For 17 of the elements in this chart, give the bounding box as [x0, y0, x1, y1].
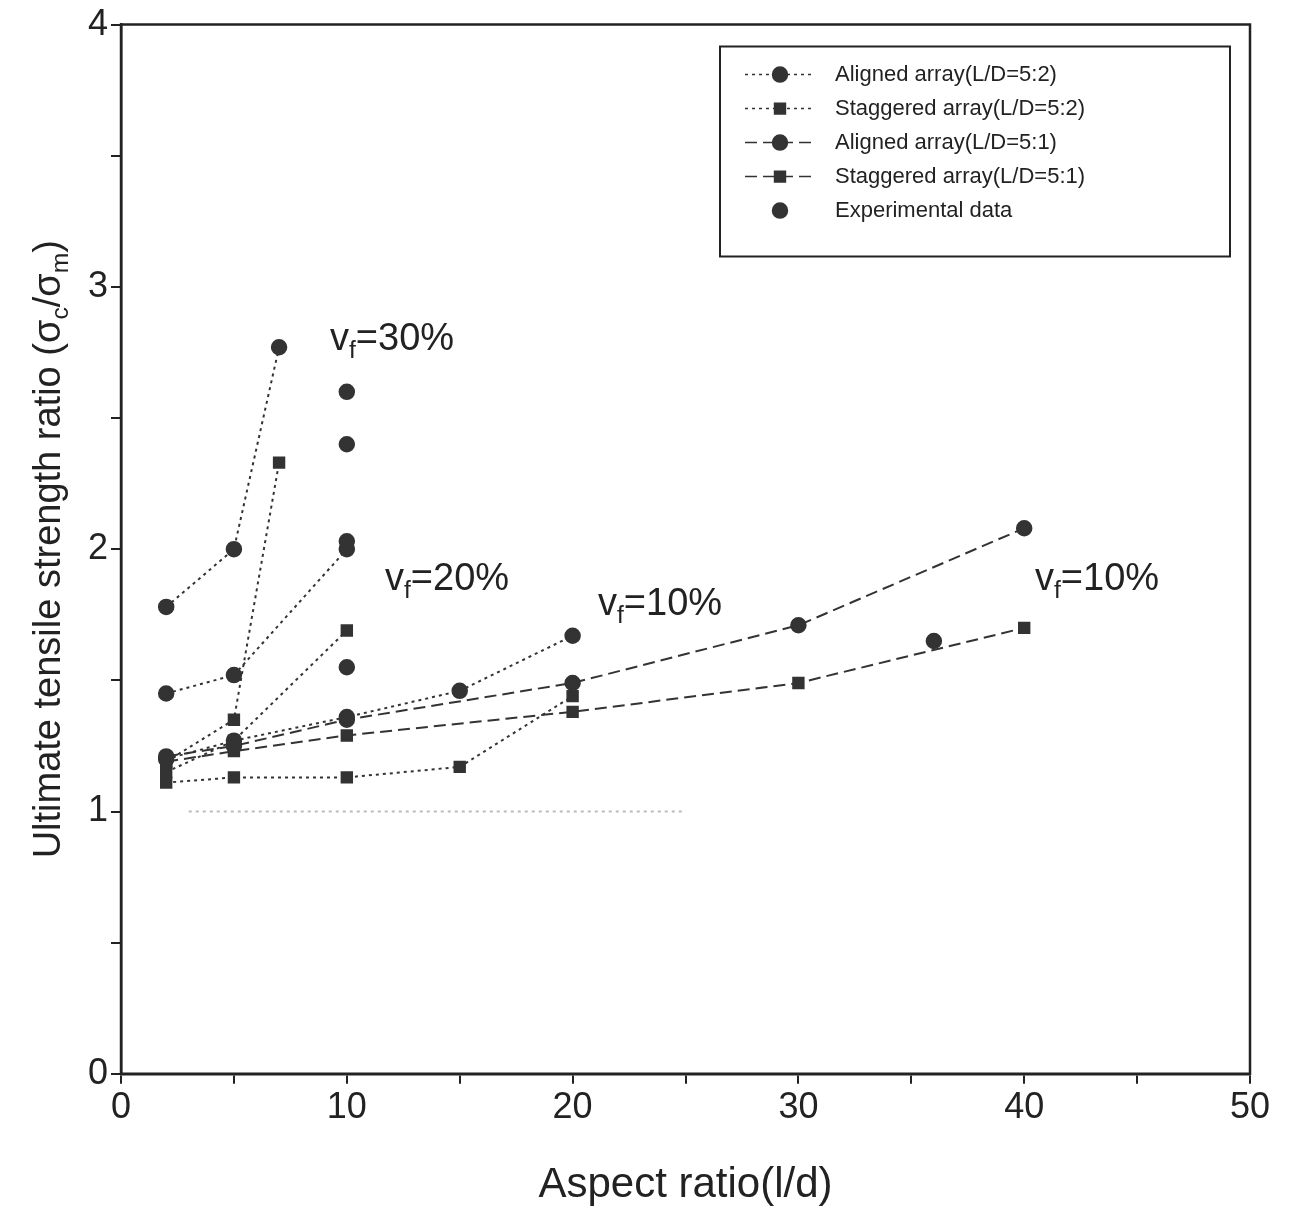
- y-tick-label: 1: [87, 788, 109, 830]
- legend-label: Aligned array(L/D=5:1): [835, 128, 1057, 154]
- legend-label: Experimental data: [835, 196, 1014, 222]
- legend-label: Staggered array(L/D=5:1): [835, 162, 1086, 188]
- y-axis-title: Ultimate tensile strength ratio (σc/σm): [26, 240, 74, 859]
- y-tick-label: 3: [87, 263, 109, 305]
- x-tick-label: 50: [1229, 1085, 1271, 1127]
- legend-label: Aligned array(L/D=5:2): [835, 60, 1057, 86]
- x-axis-title: Aspect ratio(l/d): [538, 1158, 833, 1206]
- x-tick-label: 30: [778, 1085, 819, 1127]
- y-tick-label: 0: [87, 1050, 109, 1092]
- y-tick-label: 2: [87, 526, 109, 568]
- x-tick-label: 40: [1004, 1085, 1045, 1127]
- y-tick-label: 4: [87, 1, 109, 43]
- x-tick-label: 20: [552, 1085, 593, 1127]
- legend-label: Staggered array(L/D=5:2): [835, 94, 1086, 120]
- x-tick-label: 10: [326, 1085, 367, 1127]
